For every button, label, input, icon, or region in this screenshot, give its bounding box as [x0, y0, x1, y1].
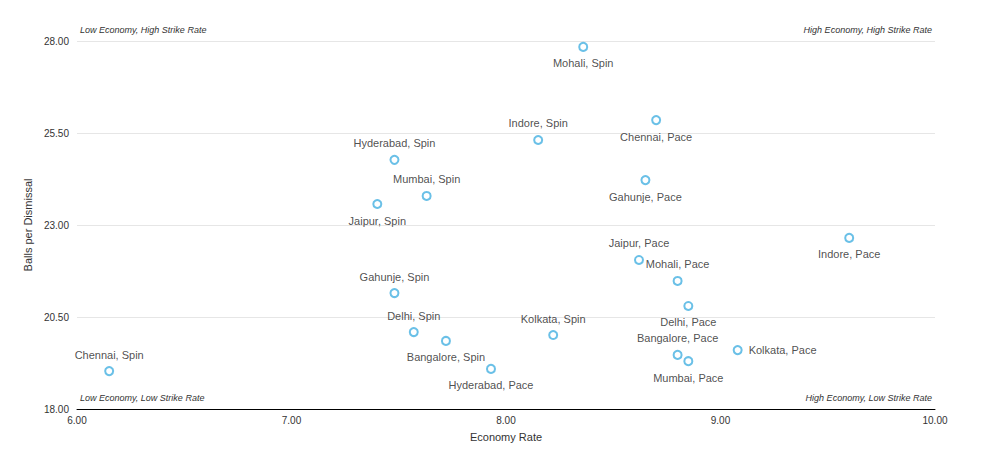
svg-text:25.50: 25.50 [44, 128, 69, 139]
svg-text:Balls per Dismissal: Balls per Dismissal [22, 179, 34, 272]
svg-text:Hyderabad, Spin: Hyderabad, Spin [353, 137, 435, 149]
svg-text:20.50: 20.50 [44, 312, 69, 323]
svg-text:10.00: 10.00 [922, 415, 947, 426]
svg-text:Bangalore, Pace: Bangalore, Pace [637, 332, 718, 344]
svg-text:Chennai, Spin: Chennai, Spin [75, 349, 144, 361]
svg-text:Chennai, Pace: Chennai, Pace [620, 131, 692, 143]
svg-text:Jaipur, Pace: Jaipur, Pace [609, 237, 670, 249]
svg-text:Mumbai, Pace: Mumbai, Pace [653, 372, 723, 384]
svg-text:Mumbai, Spin: Mumbai, Spin [393, 173, 460, 185]
svg-text:Low Economy, Low Strike Rate: Low Economy, Low Strike Rate [80, 393, 204, 403]
svg-text:8.00: 8.00 [496, 415, 516, 426]
svg-text:Hyderabad, Pace: Hyderabad, Pace [448, 379, 533, 391]
svg-text:Low Economy, High Strike Rate: Low Economy, High Strike Rate [80, 25, 206, 35]
svg-text:High Economy, Low Strike Rate: High Economy, Low Strike Rate [806, 393, 932, 403]
svg-text:Indore, Pace: Indore, Pace [818, 248, 880, 260]
svg-text:Mohali, Pace: Mohali, Pace [646, 258, 710, 270]
svg-text:7.00: 7.00 [282, 415, 302, 426]
svg-text:Economy Rate: Economy Rate [470, 431, 542, 443]
svg-text:Gahunje, Spin: Gahunje, Spin [360, 271, 430, 283]
svg-text:Kolkata, Pace: Kolkata, Pace [749, 344, 817, 356]
svg-text:Gahunje, Pace: Gahunje, Pace [609, 191, 682, 203]
svg-text:Jaipur, Spin: Jaipur, Spin [349, 215, 406, 227]
svg-text:23.00: 23.00 [44, 220, 69, 231]
svg-text:Delhi, Pace: Delhi, Pace [660, 316, 716, 328]
svg-text:Mohali, Spin: Mohali, Spin [553, 57, 614, 69]
svg-text:9.00: 9.00 [711, 415, 731, 426]
svg-text:18.00: 18.00 [44, 404, 69, 415]
svg-text:Kolkata, Spin: Kolkata, Spin [521, 313, 586, 325]
svg-text:6.00: 6.00 [67, 415, 87, 426]
svg-text:28.00: 28.00 [44, 36, 69, 47]
svg-text:Indore, Spin: Indore, Spin [509, 117, 568, 129]
svg-text:Delhi, Spin: Delhi, Spin [387, 310, 440, 322]
svg-text:High Economy, High Strike Rate: High Economy, High Strike Rate [804, 25, 932, 35]
svg-text:Bangalore, Spin: Bangalore, Spin [407, 351, 485, 363]
